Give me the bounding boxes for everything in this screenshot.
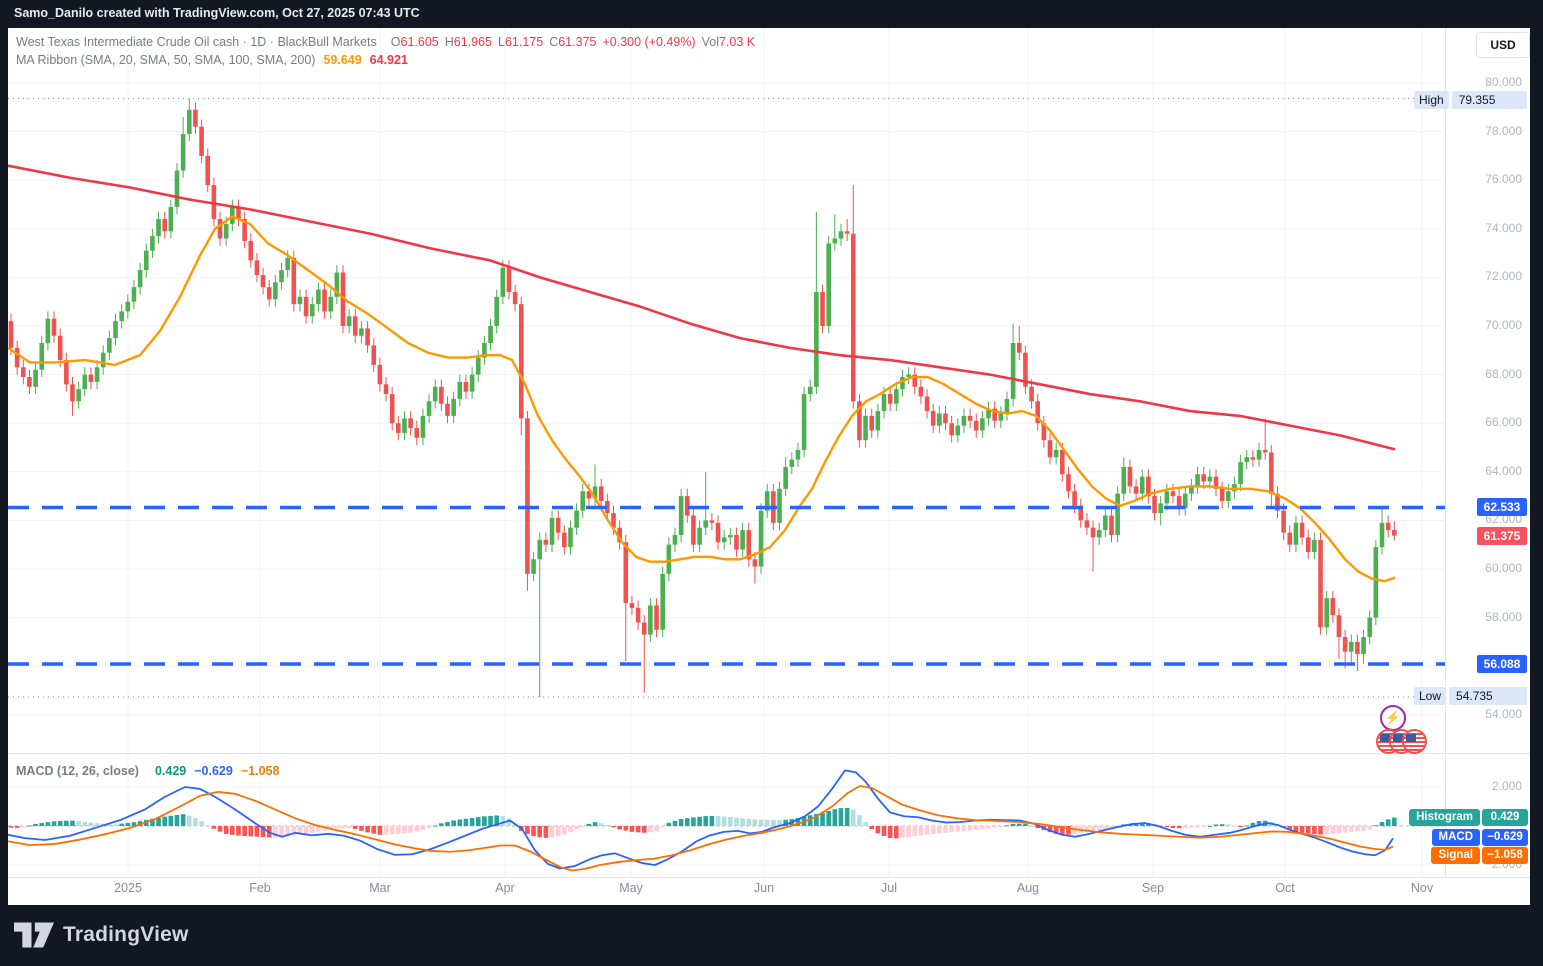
ohlc-prefix: C [549, 35, 559, 49]
macd-axis-badge: Histogram 0.429 [1409, 809, 1528, 826]
price-tick-label: 58.000 [1485, 610, 1522, 624]
price-tick-label: 78.000 [1485, 124, 1522, 138]
time-axis-month-label: Aug [1016, 881, 1040, 895]
ma-ribbon-legend[interactable]: MA Ribbon (SMA, 20, SMA, 50, SMA, 100, S… [16, 53, 408, 67]
time-axis-month-label: Apr [495, 881, 515, 895]
us-flag-icon [1402, 729, 1427, 754]
time-axis-month-label: Nov [1410, 881, 1434, 895]
time-axis-month-label: Mar [369, 881, 391, 895]
macd-badge-label: Signal [1431, 847, 1480, 864]
footer-bar: TradingView [0, 905, 1543, 966]
economic-event-flag-icons[interactable] [1376, 729, 1427, 754]
ma-ribbon-value-2: 64.921 [369, 53, 408, 67]
gridlines [8, 28, 1445, 877]
macd-legend[interactable]: MACD (12, 26, close) 0.429 −0.629 −1.058 [16, 764, 279, 778]
change-value: +0.300 (+0.49%) [602, 35, 696, 49]
session-high-low-lines [8, 98, 1445, 698]
macd-signal-line [8, 785, 1394, 872]
high-value: 79.355 [1451, 91, 1527, 109]
ohlc-prefix: O [390, 35, 401, 49]
tradingview-brand-text: TradingView [63, 923, 189, 946]
price-tick-label: 72.000 [1485, 269, 1522, 283]
chart-panel [8, 28, 1530, 905]
price-level-badge: 61.375 [1477, 527, 1527, 545]
ma-ribbon-value-1: 59.649 [323, 53, 362, 67]
time-axis-month-label: Jul [881, 881, 897, 895]
macd-badge-value: 0.429 [1482, 809, 1528, 826]
time-axis[interactable]: 2025 Feb Mar Apr May Jun Jul Aug Sep Oct Nov [8, 881, 1530, 903]
sma-200-line [8, 164, 1396, 451]
session-high-marker: High 79.355 [1414, 91, 1527, 109]
time-axis-month-label: 2025 [114, 881, 142, 895]
ohlc-value: 61.375 [558, 35, 597, 49]
high-label: High [1414, 91, 1449, 109]
ohlc-values: O61.605 H61.965 L61.175 C61.375 +0.300 (+0.4… [385, 35, 696, 49]
macd-legend-value: −0.629 [194, 764, 233, 778]
price-tick-label: 2.000 [1491, 779, 1522, 793]
tradingview-brand[interactable]: TradingView [14, 922, 189, 948]
price-axis[interactable]: High 79.355 Low 54.735 80.000 78.000 76.00… [1414, 28, 1530, 877]
price-tick-label: 64.000 [1485, 464, 1522, 478]
ohlc-prefix: L [498, 35, 505, 49]
time-axis-separator [8, 877, 1530, 878]
tradingview-logo-icon [14, 922, 54, 948]
ohlc-prefix: H [444, 35, 454, 49]
ma-ribbon-lines [8, 164, 1396, 583]
currency-toggle-button[interactable]: USD [1476, 32, 1530, 58]
price-tick-label: 68.000 [1485, 367, 1522, 381]
macd-badge-label: MACD [1431, 829, 1480, 846]
lightning-event-icon[interactable]: ⚡ [1380, 705, 1406, 731]
volume-value: 7.03 K [718, 35, 756, 49]
macd-label: MACD (12, 26, close) [16, 764, 139, 778]
ohlc-value: 61.605 [400, 35, 439, 49]
attribution-bar: Samo_Danilo created with TradingView.com… [0, 0, 1543, 28]
macd-line [8, 769, 1394, 870]
price-level-badge: 56.088 [1477, 655, 1527, 673]
price-tick-label: 70.000 [1485, 318, 1522, 332]
main-chart-canvas[interactable] [8, 28, 1530, 905]
macd-badge-label: Histogram [1409, 809, 1480, 826]
ma-ribbon-label: MA Ribbon (SMA, 20, SMA, 50, SMA, 100, S… [16, 53, 316, 67]
price-tick-label: 66.000 [1485, 415, 1522, 429]
price-tick-label: 80.000 [1485, 75, 1522, 89]
macd-legend-value: −1.058 [240, 764, 280, 778]
sma-20-line [8, 215, 1396, 583]
macd-badge-value: −1.058 [1482, 847, 1528, 864]
price-level-badge: 62.533 [1477, 498, 1527, 516]
macd-legend-value: 0.429 [154, 764, 187, 778]
horizontal-level-lines[interactable] [8, 505, 1445, 666]
ohlc-value: 61.965 [453, 35, 493, 49]
price-tick-label: 60.000 [1485, 561, 1522, 575]
low-label: Low [1414, 687, 1447, 705]
macd-pane[interactable] [8, 769, 1445, 872]
macd-axis-badge: MACD −0.629 [1431, 829, 1528, 846]
macd-axis-badge: Signal −1.058 [1431, 847, 1528, 864]
price-tick-label: 54.000 [1485, 707, 1522, 721]
time-axis-month-label: Oct [1275, 881, 1295, 895]
candlestick-series[interactable] [8, 98, 1397, 697]
time-axis-month-label: Feb [249, 881, 271, 895]
time-axis-month-label: Sep [1141, 881, 1165, 895]
symbol-legend[interactable]: West Texas Intermediate Crude Oil cash ·… [16, 35, 755, 49]
symbol-title: West Texas Intermediate Crude Oil cash ·… [16, 35, 377, 49]
macd-values: 0.429 −0.629 −1.058 [147, 764, 279, 778]
ohlc-value: 61.175 [504, 35, 544, 49]
volume-label: Vol [701, 35, 719, 49]
low-value: 54.735 [1449, 687, 1527, 705]
price-tick-label: 74.000 [1485, 221, 1522, 235]
price-axis-separator [1445, 28, 1446, 877]
macd-badge-value: −0.629 [1482, 829, 1528, 846]
time-axis-month-label: Jun [753, 881, 775, 895]
time-axis-month-label: May [619, 881, 643, 895]
session-low-marker: Low 54.735 [1414, 687, 1527, 705]
pane-separator[interactable] [8, 753, 1530, 754]
price-tick-label: 76.000 [1485, 172, 1522, 186]
